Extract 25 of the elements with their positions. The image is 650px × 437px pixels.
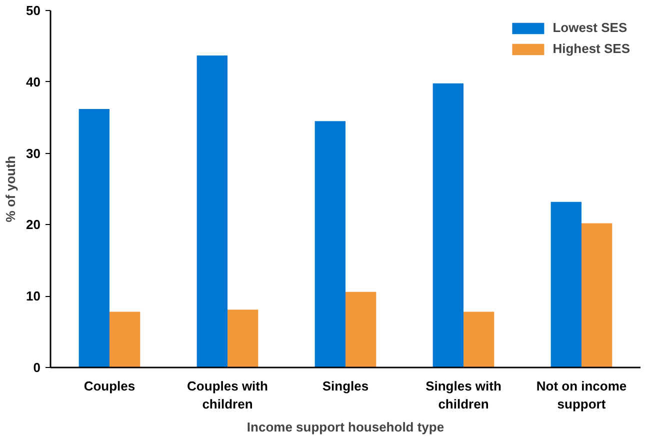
x-axis-title: Income support household type — [246, 420, 444, 434]
y-tick-label: 0 — [33, 360, 41, 375]
x-tick-label: Not on income support — [536, 378, 627, 412]
bar — [78, 109, 110, 368]
y-tick-label: 40 — [26, 74, 41, 90]
bar — [346, 292, 376, 368]
bar — [550, 202, 582, 368]
y-axis-title: % of youth — [3, 156, 18, 222]
bar — [196, 55, 228, 368]
bar — [464, 312, 494, 368]
legend-label: Lowest SES — [552, 20, 628, 35]
bar — [582, 223, 612, 368]
y-tick-label: 50 — [26, 3, 41, 18]
x-tick-label: Singles with children — [426, 378, 502, 412]
legend-label: Highest SES — [552, 41, 630, 56]
bar — [110, 312, 140, 368]
bar — [432, 83, 464, 368]
bar — [314, 121, 346, 368]
x-tick-label: Couples with children — [187, 378, 268, 412]
x-tick-label: Couples — [84, 378, 136, 394]
y-tick-label: 30 — [26, 146, 41, 161]
bar — [228, 310, 258, 368]
y-tick-label: 20 — [26, 217, 41, 232]
y-tick-label: 10 — [26, 288, 41, 304]
x-tick-label: Singles — [322, 378, 369, 394]
